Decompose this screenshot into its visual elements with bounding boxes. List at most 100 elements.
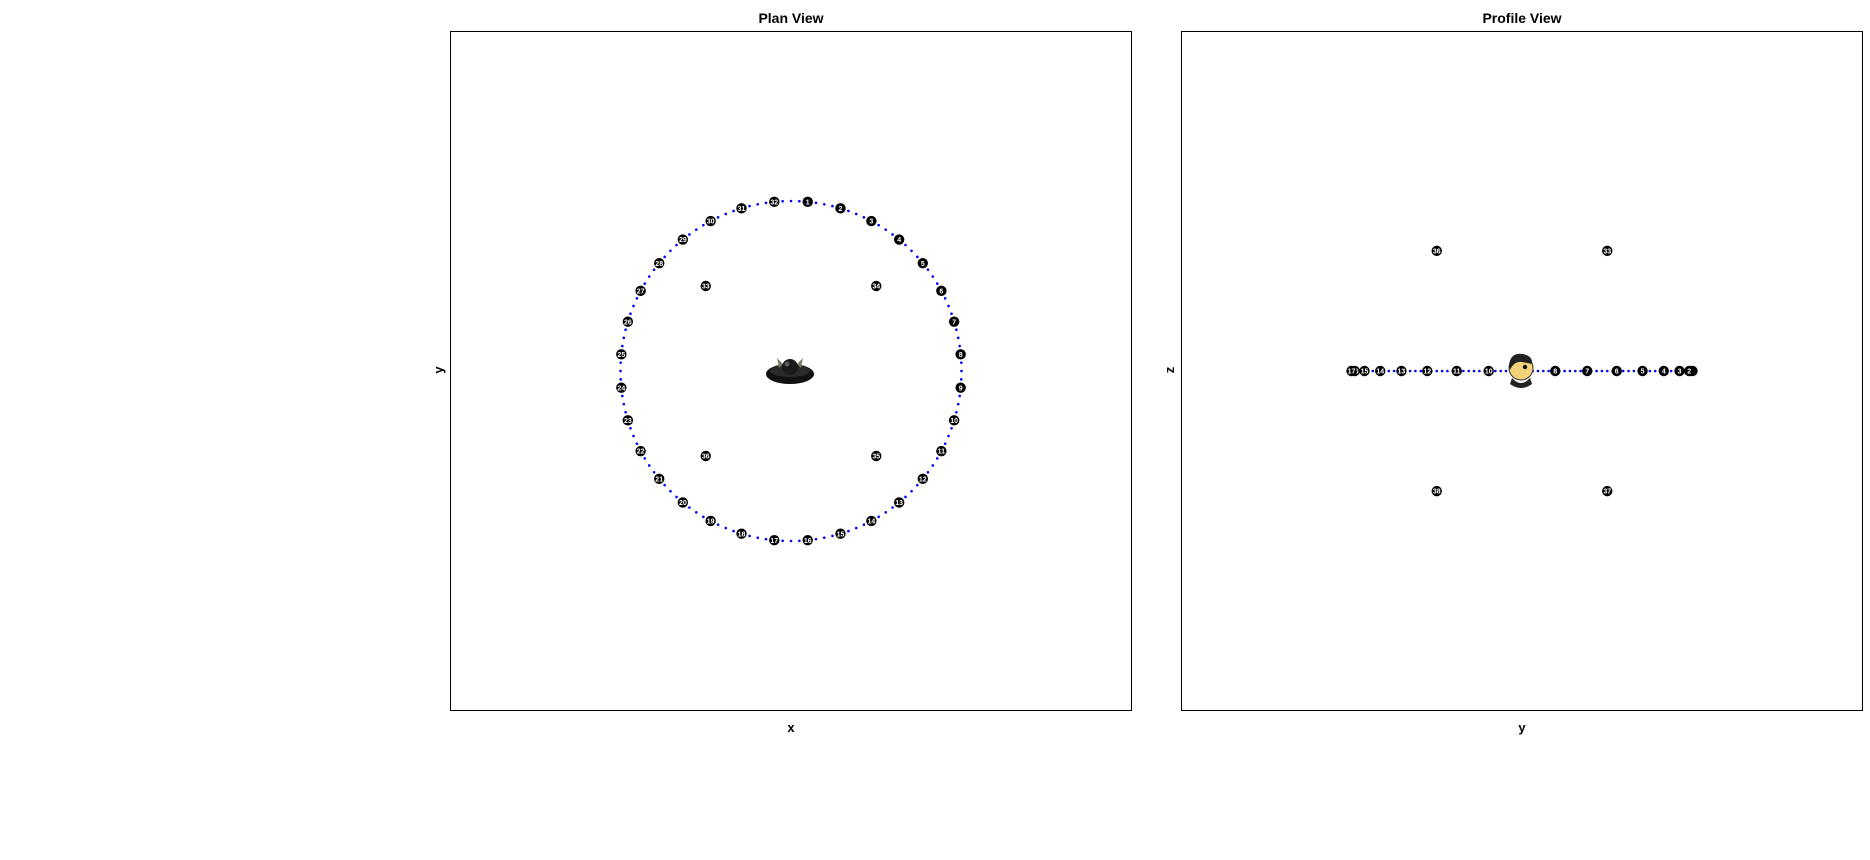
- plan-path-dot: [847, 209, 850, 213]
- profile-label-10: 10: [1485, 369, 1493, 376]
- profile-label-2: 2: [1687, 369, 1691, 376]
- plan-path-dot: [958, 394, 961, 398]
- profile-path-dot: [1440, 369, 1444, 373]
- plan-marker-21: 21: [654, 473, 665, 485]
- plan-path-dot: [756, 202, 760, 206]
- plan-path-dot: [926, 470, 930, 474]
- profile-label-7: 7: [1585, 369, 1589, 376]
- plan-path-dot: [943, 442, 947, 445]
- profile-marker-10: 10: [1483, 365, 1494, 377]
- plan-path-dot: [956, 336, 960, 340]
- plan-extra-marker-34: 34: [871, 280, 882, 292]
- plan-path-dot: [669, 249, 672, 253]
- profile-marker-15: 15: [1359, 365, 1370, 377]
- plan-path-dot: [877, 515, 880, 519]
- plan-view-title: Plan View: [758, 10, 824, 26]
- plan-label-25: 25: [617, 352, 625, 359]
- plan-label-23: 23: [624, 418, 632, 425]
- plan-path-dot: [789, 539, 793, 543]
- plan-path-dot: [947, 434, 950, 438]
- plan-path-dot: [724, 212, 728, 216]
- plan-path-dot: [854, 212, 858, 216]
- plan-path-dot: [764, 201, 768, 205]
- plan-marker-5: 5: [917, 257, 928, 269]
- profile-path-dot: [1499, 369, 1502, 373]
- plan-marker-28: 28: [654, 257, 665, 269]
- profile-marker-14: 14: [1375, 365, 1386, 377]
- plan-label-30: 30: [707, 219, 715, 226]
- plan-marker-20: 20: [677, 497, 689, 508]
- profile-extra-marker-38: 38: [1431, 485, 1442, 497]
- plan-label-27: 27: [637, 288, 645, 295]
- plan-label-6: 6: [939, 288, 943, 295]
- plan-marker-9: 9: [955, 382, 966, 393]
- profile-path-dot: [1579, 369, 1582, 373]
- plan-marker-2: 2: [835, 203, 846, 214]
- plan-extra-marker-33: 33: [700, 280, 711, 292]
- profile-path-dot: [1627, 369, 1630, 373]
- profile-path-dot: [1536, 369, 1540, 373]
- plan-path-dot: [748, 204, 751, 208]
- bat-icon: [766, 358, 814, 384]
- plan-label-26: 26: [624, 319, 632, 326]
- plan-path-dot: [935, 282, 939, 285]
- plan-path-dot: [635, 297, 639, 300]
- profile-extra-marker-33: 33: [1602, 245, 1613, 257]
- profile-path-dot: [1600, 369, 1604, 373]
- plan-label-7: 7: [952, 319, 956, 326]
- plan-path-dot: [904, 243, 907, 247]
- plan-marker-7: 7: [948, 316, 960, 327]
- plan-label-11: 11: [938, 449, 946, 456]
- plan-path-dot: [798, 539, 801, 543]
- plan-path-dot: [904, 495, 907, 499]
- profile-path-dot: [1621, 369, 1625, 373]
- plan-path-dot: [647, 275, 651, 278]
- plan-path-dot: [688, 233, 691, 236]
- plan-marker-29: 29: [677, 234, 689, 245]
- plan-path-dot: [748, 534, 751, 538]
- profile-extra-label-36: 36: [1433, 248, 1441, 255]
- plan-path-dot: [675, 243, 678, 247]
- plan-label-20: 20: [679, 500, 687, 507]
- plan-marker-19: 19: [705, 515, 716, 527]
- plan-marker-13: 13: [893, 497, 905, 508]
- plan-marker-24: 24: [616, 382, 627, 393]
- plan-path-dot: [910, 249, 913, 253]
- plan-label-12: 12: [919, 476, 927, 483]
- plan-extra-label-35: 35: [872, 454, 880, 461]
- plan-label-31: 31: [738, 206, 746, 213]
- plan-path-dot: [619, 361, 623, 364]
- plan-path-dot: [732, 529, 735, 533]
- plan-path-dot: [702, 223, 705, 227]
- plan-extra-marker-35: 35: [871, 450, 882, 462]
- plan-path-dot: [652, 268, 656, 272]
- plan-path-dot: [960, 369, 963, 373]
- profile-path-dot: [1504, 369, 1508, 373]
- plan-path-dot: [955, 411, 958, 414]
- plan-path-dot: [621, 344, 624, 348]
- plan-path-dot: [663, 255, 666, 259]
- plan-label-29: 29: [679, 237, 687, 244]
- profile-label-8: 8: [1553, 369, 1557, 376]
- plan-path-dot: [688, 506, 691, 509]
- profile-label-17: 17: [1348, 369, 1356, 376]
- profile-marker-17: 17: [1346, 365, 1357, 377]
- plan-marker-12: 12: [917, 473, 928, 485]
- plan-path-dot: [632, 434, 635, 438]
- profile-label-3: 3: [1678, 369, 1682, 376]
- plan-path-dot: [822, 202, 826, 206]
- plan-label-13: 13: [895, 500, 903, 507]
- plan-path-dot: [647, 464, 651, 467]
- plan-label-17: 17: [770, 538, 778, 545]
- plan-path-dot: [652, 470, 656, 474]
- plan-path-dot: [669, 489, 672, 493]
- plan-path-dot: [643, 457, 647, 460]
- plan-path-dot: [955, 328, 958, 331]
- plan-label-14: 14: [867, 519, 875, 526]
- plan-marker-26: 26: [622, 316, 634, 327]
- plan-path-dot: [635, 442, 639, 445]
- plan-path-dot: [891, 506, 894, 509]
- plan-label-2: 2: [839, 206, 843, 213]
- plan-path-dot: [959, 378, 963, 381]
